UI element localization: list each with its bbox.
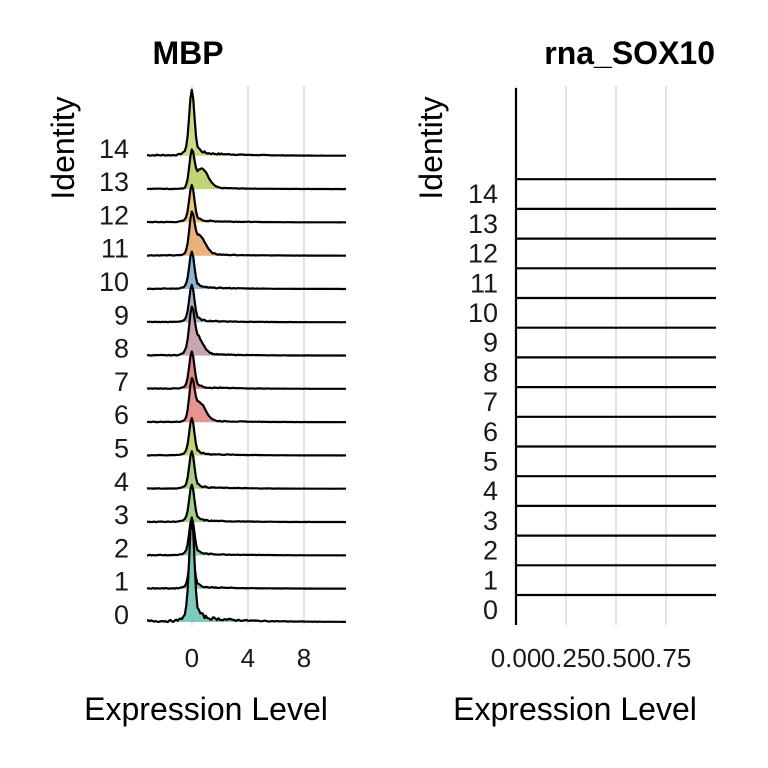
ridge-line-mbp-11 bbox=[146, 210, 347, 257]
ridge-fill-mbp-5 bbox=[147, 418, 346, 456]
ridge-line-mbp-10 bbox=[146, 250, 347, 291]
ridge-line-mbp-12 bbox=[147, 183, 346, 224]
ridge-fill-mbp-14 bbox=[147, 89, 346, 156]
ridge-mbp-1 bbox=[146, 550, 346, 590]
ridge-fill-mbp-12 bbox=[147, 185, 346, 223]
y-tick-sox10-5: 5 bbox=[483, 447, 498, 477]
ridge-mbp-14 bbox=[146, 88, 346, 157]
ridge-fill-mbp-3 bbox=[147, 484, 346, 523]
y-axis-title-sox10: Identity bbox=[413, 96, 449, 199]
ridges-sox10 bbox=[514, 88, 716, 625]
ridge-mbp-2 bbox=[146, 516, 347, 557]
y-axis-title-mbp: Identity bbox=[45, 96, 81, 199]
ridge-line-mbp-3 bbox=[146, 483, 346, 524]
ridge-line-mbp-0 bbox=[147, 516, 347, 623]
x-tick-sox10-1: 0.25 bbox=[541, 643, 592, 673]
y-tick-mbp-6: 6 bbox=[114, 400, 129, 430]
ridge-mbp-13 bbox=[146, 148, 346, 191]
y-tick-mbp-0: 0 bbox=[114, 600, 129, 630]
ridge-mbp-11 bbox=[146, 210, 347, 257]
ridge-mbp-4 bbox=[146, 450, 346, 490]
ridge-fill-mbp-7 bbox=[147, 351, 346, 389]
ridge-fill-mbp-10 bbox=[147, 251, 346, 289]
ridge-mbp-6 bbox=[146, 377, 346, 424]
y-tick-mbp-7: 7 bbox=[114, 367, 129, 397]
y-tick-sox10-11: 11 bbox=[470, 268, 498, 298]
ridge-mbp-12 bbox=[147, 183, 346, 224]
panel-title-sox10: rna_SOX10 bbox=[544, 35, 715, 71]
panel-title-mbp: MBP bbox=[152, 35, 223, 71]
y-tick-sox10-1: 1 bbox=[483, 565, 498, 595]
ridge-line-mbp-9 bbox=[147, 283, 346, 324]
ridge-line-mbp-6 bbox=[146, 377, 346, 424]
y-tick-sox10-8: 8 bbox=[483, 357, 498, 387]
ridge-fill-mbp-4 bbox=[147, 451, 346, 489]
ridge-mbp-8 bbox=[146, 305, 347, 357]
y-tick-sox10-7: 7 bbox=[483, 387, 498, 417]
y-tick-mbp-12: 12 bbox=[99, 200, 129, 230]
x-tick-sox10-0: 0.00 bbox=[491, 643, 542, 673]
ridge-line-mbp-4 bbox=[146, 450, 346, 490]
ridge-mbp-7 bbox=[146, 350, 346, 390]
x-tick-mbp-0: 0 bbox=[185, 643, 199, 673]
y-tick-mbp-8: 8 bbox=[114, 334, 129, 364]
y-tick-sox10-4: 4 bbox=[483, 476, 498, 506]
x-tick-mbp-2: 8 bbox=[297, 643, 311, 673]
y-tick-sox10-14: 14 bbox=[468, 179, 498, 209]
ridge-fill-mbp-0 bbox=[147, 517, 346, 622]
ridge-fill-mbp-13 bbox=[147, 149, 346, 190]
y-tick-mbp-5: 5 bbox=[114, 434, 129, 464]
ridges-mbp bbox=[146, 88, 347, 623]
ridge-mbp-0 bbox=[147, 516, 347, 623]
x-tick-sox10-2: 0.50 bbox=[591, 643, 642, 673]
ridge-fill-mbp-8 bbox=[147, 306, 346, 356]
ridge-fill-mbp-2 bbox=[147, 518, 346, 556]
ridge-line-mbp-13 bbox=[146, 148, 346, 191]
ridge-fill-mbp-1 bbox=[147, 551, 346, 589]
y-tick-mbp-4: 4 bbox=[114, 467, 129, 497]
y-tick-mbp-1: 1 bbox=[114, 567, 129, 597]
ridge-fill-mbp-9 bbox=[147, 284, 346, 323]
panel-sox10: rna_SOX10 Identity 01234567891011121314 … bbox=[413, 35, 716, 727]
y-tick-sox10-13: 13 bbox=[468, 209, 498, 239]
ridge-mbp-3 bbox=[146, 483, 346, 524]
ridge-fill-mbp-6 bbox=[147, 378, 346, 423]
x-axis-title-sox10: Expression Level bbox=[453, 691, 697, 727]
ridge-line-mbp-14 bbox=[146, 88, 346, 157]
ridge-mbp-5 bbox=[146, 417, 346, 457]
y-tick-mbp-9: 9 bbox=[114, 300, 129, 330]
ridge-mbp-10 bbox=[146, 250, 347, 291]
y-tick-mbp-11: 11 bbox=[101, 234, 129, 264]
x-tick-sox10-3: 0.75 bbox=[641, 643, 692, 673]
ridge-line-mbp-5 bbox=[146, 417, 346, 457]
grid-sox10 bbox=[515, 86, 667, 625]
x-tick-mbp-1: 4 bbox=[241, 643, 255, 673]
y-tick-sox10-2: 2 bbox=[483, 536, 498, 566]
y-tick-sox10-12: 12 bbox=[468, 239, 498, 269]
y-tick-mbp-14: 14 bbox=[99, 134, 129, 164]
y-tick-mbp-10: 10 bbox=[99, 267, 129, 297]
ridge-line-mbp-2 bbox=[146, 516, 347, 557]
ridge-line-mbp-8 bbox=[146, 305, 347, 357]
ridge-line-mbp-7 bbox=[146, 350, 346, 390]
y-tick-sox10-9: 9 bbox=[483, 328, 498, 358]
ridge-mbp-9 bbox=[147, 283, 346, 324]
x-axis-title-mbp: Expression Level bbox=[84, 691, 328, 727]
ridge-fill-mbp-11 bbox=[147, 211, 346, 256]
y-tick-mbp-2: 2 bbox=[114, 533, 129, 563]
y-tick-sox10-3: 3 bbox=[483, 506, 498, 536]
y-tick-sox10-10: 10 bbox=[468, 298, 498, 328]
y-tick-sox10-0: 0 bbox=[483, 595, 498, 625]
y-tick-mbp-3: 3 bbox=[114, 500, 129, 530]
x-tick-labels-mbp: 0 4 8 bbox=[185, 643, 312, 673]
y-tick-sox10-6: 6 bbox=[483, 417, 498, 447]
ridge-line-mbp-1 bbox=[146, 550, 346, 590]
x-tick-labels-sox10: 0.00 0.25 0.50 0.75 bbox=[491, 643, 692, 673]
y-tick-mbp-13: 13 bbox=[99, 167, 129, 197]
